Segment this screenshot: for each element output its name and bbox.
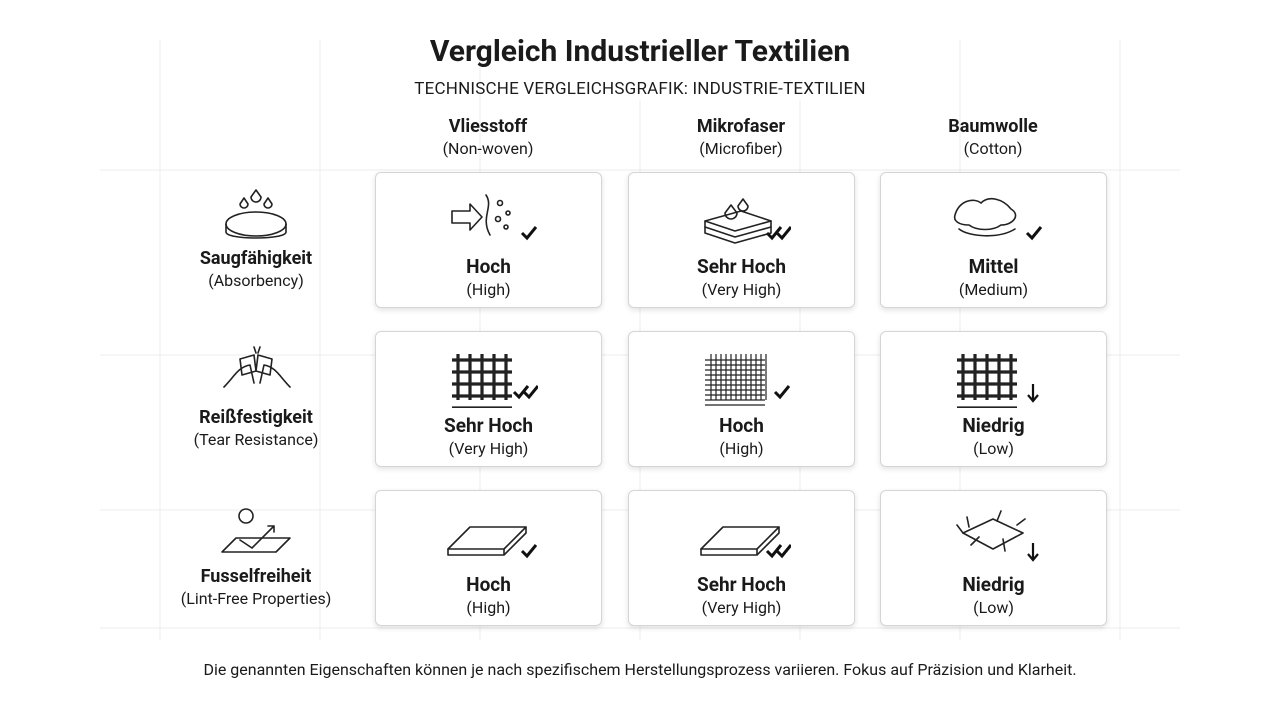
- row-icon: [221, 508, 291, 553]
- cell-value: Hoch: [466, 255, 511, 278]
- cell-text: Sehr Hoch (Very High): [629, 255, 854, 299]
- cell-card: Hoch (High): [375, 490, 602, 626]
- cell-icon: [957, 354, 1039, 408]
- cell-sub: (Low): [973, 439, 1014, 458]
- cell-text: Hoch (High): [376, 255, 601, 299]
- cell-card: Niedrig (Low): [880, 490, 1107, 626]
- cell-text: Mittel (Medium): [881, 255, 1106, 299]
- column-name: Mikrofaser: [696, 116, 786, 137]
- cell-card: Hoch (High): [628, 331, 855, 467]
- cell-sub: (Low): [973, 598, 1014, 617]
- cell-card: Sehr Hoch (Very High): [375, 331, 602, 467]
- cell-value: Mittel: [968, 255, 1019, 278]
- column-header: Mikrofaser (Microfiber): [628, 116, 854, 158]
- footnote: Die genannten Eigenschaften können je na…: [203, 660, 1077, 679]
- cell-sub: (High): [466, 598, 511, 617]
- row-sub: (Tear Resistance): [193, 430, 319, 449]
- cell-value: Niedrig: [962, 414, 1025, 437]
- cell-card: Sehr Hoch (Very High): [628, 172, 855, 308]
- cell-sub: (Very High): [701, 280, 782, 299]
- cell-icon: [451, 194, 538, 241]
- cell-value: Hoch: [719, 414, 764, 437]
- cell-icon: [704, 198, 791, 244]
- column-header: Baumwolle (Cotton): [880, 116, 1106, 158]
- cell-card: Sehr Hoch (Very High): [628, 490, 855, 626]
- row-name: Saugfähigkeit: [199, 248, 313, 269]
- row-sub: (Lint-Free Properties): [180, 589, 332, 608]
- row-label: Reißfestigkeit (Tear Resistance): [146, 343, 366, 449]
- cell-icon: [452, 354, 538, 408]
- cell-icon: [705, 354, 791, 406]
- title: Vergleich Industrieller Textilien: [429, 34, 851, 69]
- row-name: Fusselfreiheit: [200, 566, 312, 587]
- column-name: Vliesstoff: [448, 116, 528, 137]
- row-label: Fusselfreiheit (Lint-Free Properties): [146, 502, 366, 608]
- cell-text: Sehr Hoch (Very High): [376, 414, 601, 458]
- row-label: Saugfähigkeit (Absorbency): [146, 184, 366, 290]
- cell-text: Hoch (High): [629, 414, 854, 458]
- row-name: Reißfestigkeit: [199, 407, 313, 428]
- cell-icon: [700, 526, 791, 559]
- cell-icon: [956, 510, 1039, 562]
- row-icon: [223, 346, 291, 388]
- subtitle: TECHNISCHE VERGLEICHSGRAFIK: INDUSTRIE-T…: [414, 79, 866, 99]
- cell-icon: [953, 197, 1043, 241]
- cell-sub: (High): [466, 280, 511, 299]
- cell-text: Hoch (High): [376, 573, 601, 617]
- column-sub: (Non-woven): [442, 139, 534, 158]
- cell-text: Sehr Hoch (Very High): [629, 573, 854, 617]
- column-sub: (Microfiber): [699, 139, 783, 158]
- cell-icon: [447, 526, 538, 559]
- column-sub: (Cotton): [963, 139, 1023, 158]
- cell-sub: (Very High): [701, 598, 782, 617]
- cell-card: Mittel (Medium): [880, 172, 1107, 308]
- cell-value: Niedrig: [962, 573, 1025, 596]
- cell-value: Sehr Hoch: [444, 414, 533, 437]
- cell-card: Hoch (High): [375, 172, 602, 308]
- cell-value: Sehr Hoch: [697, 255, 786, 278]
- cell-text: Niedrig (Low): [881, 414, 1106, 458]
- cell-sub: (High): [719, 439, 764, 458]
- cell-value: Sehr Hoch: [697, 573, 786, 596]
- column-header: Vliesstoff (Non-woven): [375, 116, 601, 158]
- row-sub: (Absorbency): [208, 271, 304, 290]
- row-icon: [225, 189, 287, 239]
- cell-value: Hoch: [466, 573, 511, 596]
- cell-sub: (Medium): [958, 280, 1029, 299]
- column-name: Baumwolle: [948, 116, 1038, 137]
- cell-card: Niedrig (Low): [880, 331, 1107, 467]
- cell-text: Niedrig (Low): [881, 573, 1106, 617]
- cell-sub: (Very High): [448, 439, 529, 458]
